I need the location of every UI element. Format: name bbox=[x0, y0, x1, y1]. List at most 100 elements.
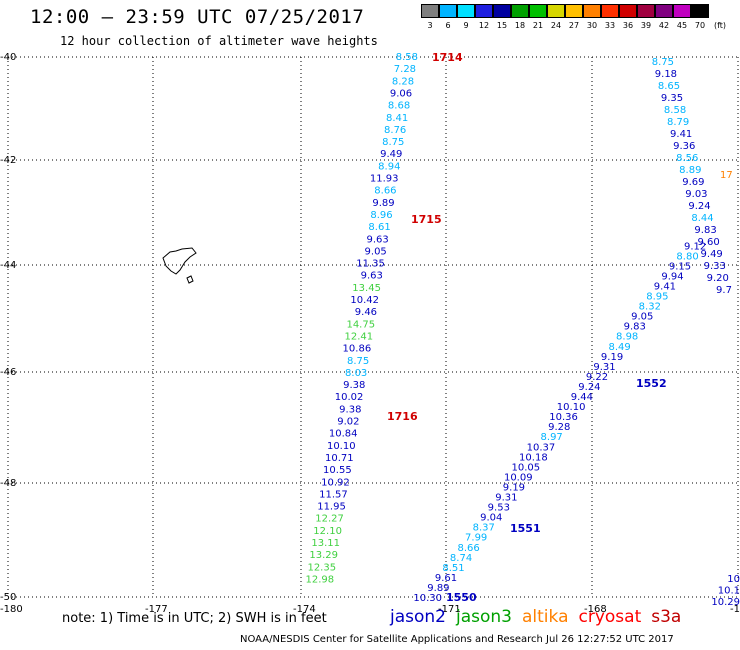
wave-height-value: 10.42 bbox=[350, 295, 379, 306]
wave-height-value: 9.41 bbox=[654, 281, 676, 292]
colorbar-swatch bbox=[673, 4, 691, 18]
wave-height-value: 9.94 bbox=[661, 271, 683, 282]
wave-height-value: 8.68 bbox=[388, 101, 410, 112]
wave-height-value: 10.18 bbox=[519, 452, 548, 463]
wave-height-value: 8.75 bbox=[382, 137, 404, 148]
track-id-label: 1714 bbox=[432, 51, 463, 64]
wave-height-value: 8.56 bbox=[676, 153, 698, 164]
wave-height-value: 8.80 bbox=[676, 251, 698, 262]
colorbar-swatch bbox=[601, 4, 619, 18]
colorbar-swatch bbox=[565, 4, 583, 18]
wave-height-value: 7.99 bbox=[465, 533, 487, 544]
wave-height-value: 12.98 bbox=[306, 574, 335, 585]
wave-height-value: 9.41 bbox=[670, 129, 692, 140]
colorbar-label: 21 bbox=[532, 21, 544, 30]
wave-height-value: 13.29 bbox=[309, 550, 338, 561]
lat-label: -40 bbox=[0, 52, 16, 63]
wave-height-value: 12.10 bbox=[313, 526, 342, 537]
colorbar-label: 6 bbox=[445, 21, 451, 30]
wave-height-value: 8.41 bbox=[386, 113, 408, 124]
wave-height-value: 10.36 bbox=[549, 412, 578, 423]
satellite-legend: jason2 jason3 altika cryosat s3a bbox=[390, 607, 691, 627]
track-id-label: 1552 bbox=[636, 377, 667, 390]
colorbar-swatch bbox=[619, 4, 637, 18]
units-note: note: 1) Time is in UTC; 2) SWH is in fe… bbox=[62, 611, 327, 626]
wave-height-value: 8.95 bbox=[646, 292, 668, 303]
satellite-name: altika bbox=[522, 607, 569, 627]
satellite-name: s3a bbox=[651, 607, 682, 627]
wave-height-value: 10.10 bbox=[557, 402, 586, 413]
wave-height-value: 9.46 bbox=[355, 307, 377, 318]
wave-height-value: 8.65 bbox=[658, 81, 680, 92]
wave-height-value: 7.28 bbox=[394, 64, 416, 75]
wave-height-value: 9.63 bbox=[366, 234, 388, 245]
wave-height-value: 10.92 bbox=[321, 477, 350, 488]
colorbar-label: 3 bbox=[427, 21, 433, 30]
wave-height-value: 12.35 bbox=[307, 562, 336, 573]
colorbar-swatch bbox=[421, 4, 439, 18]
colorbar bbox=[421, 4, 709, 20]
wave-height-value: 8.32 bbox=[639, 302, 661, 313]
colorbar-swatch bbox=[691, 4, 709, 18]
colorbar-swatch bbox=[655, 4, 673, 18]
track-id-label: 1551 bbox=[510, 522, 541, 535]
wave-height-value: 9.04 bbox=[480, 513, 502, 524]
colorbar-label: 18 bbox=[514, 21, 526, 30]
wave-height-value: 9.63 bbox=[361, 271, 383, 282]
lon-label: -168 bbox=[584, 604, 607, 615]
wave-height-value: 9.38 bbox=[343, 380, 365, 391]
lon-label: -180 bbox=[0, 604, 23, 615]
satellite-name: jason2 bbox=[390, 607, 446, 627]
wave-height-value: 11.57 bbox=[319, 489, 348, 500]
lat-label: -50 bbox=[0, 592, 16, 603]
wave-height-value: 9.24 bbox=[688, 201, 710, 212]
wave-height-value: 9.15 bbox=[669, 261, 691, 272]
wave-height-value: 8.97 bbox=[541, 432, 563, 443]
wave-height-value: 9.38 bbox=[339, 404, 361, 415]
wave-height-value: 10.71 bbox=[325, 453, 354, 464]
lon-label: -171 bbox=[438, 604, 461, 615]
colorbar-swatch bbox=[637, 4, 655, 18]
wave-height-value: 8.75 bbox=[652, 57, 674, 68]
wave-height-value: 10.84 bbox=[329, 429, 358, 440]
colorbar-label: 45 bbox=[676, 21, 688, 30]
wave-height-value: 10.55 bbox=[323, 465, 352, 476]
wave-height-value: 8.51 bbox=[442, 563, 464, 574]
footer-credit: NOAA/NESDIS Center for Satellite Applica… bbox=[240, 634, 674, 645]
wave-height-value: 8.89 bbox=[679, 165, 701, 176]
wave-height-value: 9.31 bbox=[495, 493, 517, 504]
axis-labels: -40 -42 -44 -46 -48 -50-180 -177 -174 -171 -168 -1… bbox=[0, 52, 740, 615]
wave-height-value: 9.83 bbox=[624, 322, 646, 333]
wave-height-value: 9.35 bbox=[661, 93, 683, 104]
wave-height-value: 10.37 bbox=[527, 442, 556, 453]
wave-height-value: 10.30 bbox=[413, 593, 442, 604]
wave-height-value: 9.18 bbox=[655, 69, 677, 80]
lon-label: -174 bbox=[293, 604, 316, 615]
wave-height-value: 9.49 bbox=[380, 149, 402, 160]
colorbar-swatch bbox=[439, 4, 457, 18]
colorbar-label: 9 bbox=[463, 21, 469, 30]
wave-height-value: 9.61 bbox=[435, 573, 457, 584]
colorbar-label: 30 bbox=[586, 21, 598, 30]
wave-height-value: 8.28 bbox=[392, 76, 414, 87]
wave-height-value: 8.44 bbox=[691, 213, 713, 224]
wave-height-value: 8.61 bbox=[368, 222, 390, 233]
wave-height-value: 8.96 bbox=[370, 210, 392, 221]
wave-height-value: 9.02 bbox=[337, 417, 359, 428]
colorbar-label: 39 bbox=[640, 21, 652, 30]
colorbar-label: 33 bbox=[604, 21, 616, 30]
wave-height-value: 13.45 bbox=[352, 283, 381, 294]
wave-height-value: 10 bbox=[727, 574, 740, 585]
wave-height-value: 9.36 bbox=[673, 141, 695, 152]
wave-height-value: 10.02 bbox=[335, 392, 364, 403]
wave-height-value: 10.09 bbox=[504, 472, 533, 483]
colorbar-swatch bbox=[475, 4, 493, 18]
wave-height-value: 9.7 bbox=[716, 285, 732, 296]
wave-height-value: 9.83 bbox=[694, 225, 716, 236]
wave-height-value: 8.76 bbox=[384, 125, 406, 136]
wave-height-value: 9.89 bbox=[427, 583, 449, 594]
track-id-label: 1715 bbox=[411, 213, 442, 226]
map-subtitle: 12 hour collection of altimeter wave hei… bbox=[60, 34, 378, 48]
wave-height-value: 10.05 bbox=[512, 462, 541, 473]
